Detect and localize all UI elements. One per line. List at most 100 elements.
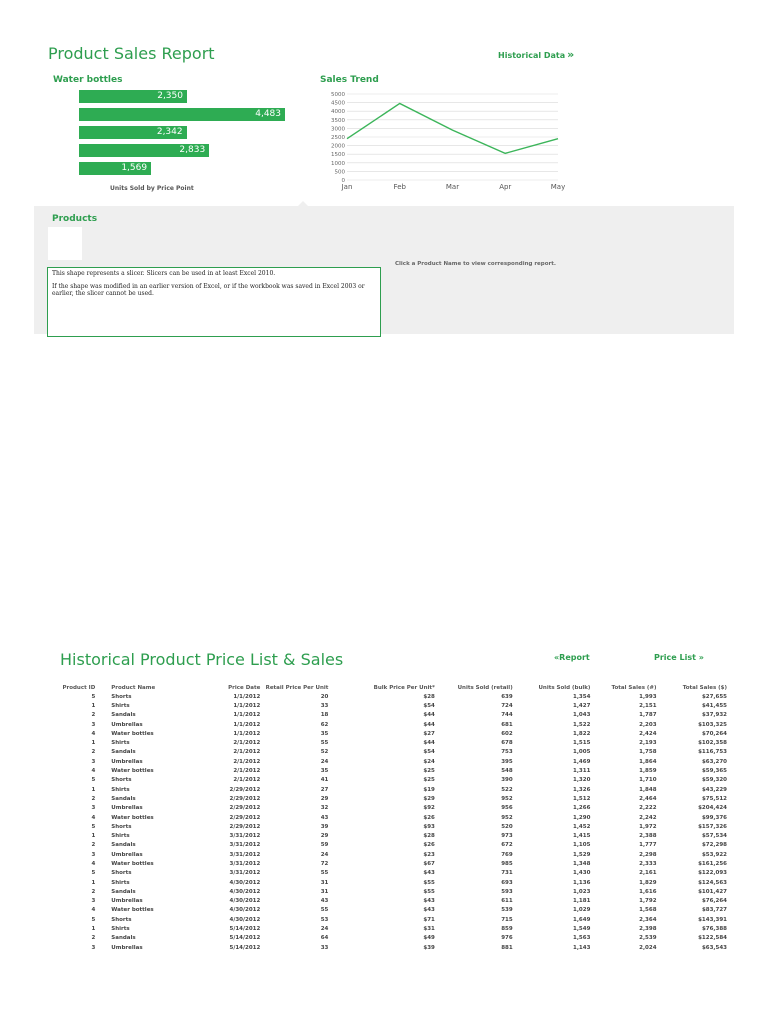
table-cell: 5 [91, 870, 96, 877]
table-cell: 1,430 [573, 870, 591, 877]
table-cell: $116,753 [698, 749, 727, 756]
table-cell: 731 [501, 870, 513, 877]
table-cell: 3/31/2012 [229, 842, 261, 849]
table-row: 5 Shorts 1/1/2012 20 $28 639 1,354 1,993 $27,655 [52, 692, 727, 701]
table-cell: $157,326 [698, 823, 727, 830]
table-cell: 72 [320, 860, 329, 867]
table-cell: 1,043 [573, 712, 591, 719]
table-cell: Water bottles [111, 730, 154, 737]
table-cell: 1 [91, 926, 96, 933]
table-cell: 1 [91, 833, 96, 840]
table-cell: $28 [423, 693, 435, 700]
table-cell: 1 [91, 740, 96, 747]
table-cell: 2 [91, 888, 96, 895]
table-cell: 2,333 [639, 860, 657, 867]
table-cell: 2,242 [639, 814, 657, 821]
x-tick-label: Apr [499, 183, 511, 191]
table-cell: $122,093 [698, 870, 727, 877]
table-cell: 395 [501, 758, 513, 765]
table-cell: 4 [91, 730, 96, 737]
table-cell: 539 [501, 907, 513, 914]
table-cell: Umbrellas [111, 898, 143, 905]
bar-value-label: 2,833 [179, 145, 206, 155]
table-cell: $161,256 [698, 860, 727, 867]
table-cell: 5/14/2012 [229, 944, 261, 951]
table-cell: $25 [423, 777, 435, 784]
table-cell: 31 [320, 879, 329, 886]
table-row: 4 Water bottles 1/1/2012 35 $27 602 1,822 2,424… [52, 729, 727, 738]
table-cell: $53,922 [701, 851, 727, 858]
table-cell: $143,391 [698, 916, 727, 923]
table-cell: Water bottles [111, 814, 154, 821]
table-cell: 4 [91, 860, 96, 867]
table-cell: 2/1/2012 [233, 758, 261, 765]
table-cell: $44 [423, 721, 435, 728]
report-link[interactable]: «Report [554, 653, 590, 662]
table-cell: 1,777 [639, 842, 657, 849]
table-cell: 1,023 [573, 888, 591, 895]
table-cell: $72,298 [701, 842, 727, 849]
column-header[interactable]: Total Sales (#) [611, 684, 657, 691]
table-cell: 4/30/2012 [229, 907, 261, 914]
column-header[interactable]: Retail Price Per Unit [265, 684, 329, 691]
y-tick-label: 3000 [331, 126, 345, 132]
table-cell: 31 [320, 888, 329, 895]
table-row: 2 Sandals 1/1/2012 18 $44 744 1,043 1,787 $37,93… [52, 711, 727, 720]
table-cell: 2,464 [639, 795, 657, 802]
table-cell: 3 [91, 898, 96, 905]
table-cell: $103,325 [698, 721, 727, 728]
column-header[interactable]: Units Sold (bulk) [538, 684, 591, 691]
slicer-message-box[interactable]: This shape represents a slicer. Slicers … [47, 267, 381, 337]
y-tick-label: 4500 [331, 101, 345, 107]
table-cell: $26 [423, 842, 435, 849]
table-row: 1 Shirts 3/31/2012 29 $28 973 1,415 2,388 $57,53… [52, 831, 727, 840]
table-cell: 27 [320, 786, 329, 793]
bar: 2,342 [79, 126, 187, 139]
table-cell: 1 [91, 879, 96, 886]
table-cell: 24 [320, 851, 329, 858]
table-cell: 1,320 [573, 777, 591, 784]
table-cell: Shorts [111, 777, 132, 784]
column-header[interactable]: Total Sales ($) [682, 684, 727, 691]
price-list-link-label: Price List [654, 653, 696, 662]
table-cell: $41,455 [701, 702, 727, 709]
table-cell: 681 [501, 721, 513, 728]
column-header[interactable]: Price Date [228, 684, 261, 691]
column-header[interactable]: Bulk Price Per Unit* [373, 684, 435, 691]
table-cell: Sandals [111, 888, 136, 895]
report-link-label: Report [559, 653, 590, 662]
table-cell: 976 [501, 935, 513, 942]
click-hint: Click a Product Name to view correspondi… [395, 261, 556, 267]
table-cell: $27,655 [701, 693, 727, 700]
column-header[interactable]: Product Name [111, 684, 156, 691]
x-tick-label: May [551, 183, 565, 191]
table-cell: 1,649 [573, 916, 591, 923]
table-cell: $19 [423, 786, 435, 793]
table-cell: $124,563 [698, 879, 727, 886]
bar: 1,569 [79, 162, 152, 175]
column-header[interactable]: Units Sold (retail) [457, 684, 513, 691]
table-cell: 2,193 [639, 740, 657, 747]
table-cell: 1,549 [573, 926, 591, 933]
products-title: Products [52, 214, 98, 224]
table-cell: 4/30/2012 [229, 888, 261, 895]
table-cell: $71 [423, 916, 435, 923]
table-cell: 3/31/2012 [229, 870, 261, 877]
table-cell: 1,311 [573, 768, 591, 775]
table-cell: 2/29/2012 [229, 786, 261, 793]
table-cell: 29 [320, 833, 329, 840]
table-row: 5 Shorts 2/29/2012 39 $93 520 1,452 1,972 $157,3… [52, 822, 727, 831]
column-header[interactable]: Product ID [62, 684, 96, 691]
table-cell: 53 [320, 916, 329, 923]
table-cell: 24 [320, 926, 329, 933]
history-title: Historical Product Price List & Sales [60, 650, 344, 669]
table-cell: 678 [501, 740, 513, 747]
table-cell: 1,266 [573, 805, 591, 812]
trend-chart: 5000450040003500300025002000150010005000… [331, 92, 565, 191]
price-list-link[interactable]: Price List » [654, 653, 704, 662]
table-cell: Shirts [111, 879, 130, 886]
table-cell: 33 [320, 944, 329, 951]
product-slicer-placeholder[interactable] [48, 227, 82, 260]
table-cell: $43 [423, 907, 435, 914]
historical-data-link[interactable]: Historical Data» [498, 48, 574, 61]
